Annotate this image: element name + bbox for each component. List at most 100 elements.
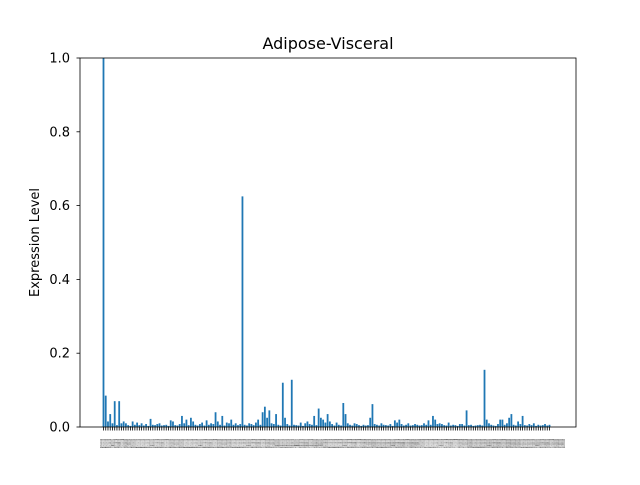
bar-171 [485, 419, 488, 427]
bar-154 [447, 422, 450, 427]
bar-23 [154, 425, 156, 427]
bar-7 [118, 401, 121, 427]
bar-105 [337, 424, 340, 427]
bar-193 [535, 425, 537, 427]
bar-175 [494, 425, 497, 427]
bar-132 [398, 419, 401, 427]
bar-41 [194, 424, 197, 427]
bar-40 [192, 421, 195, 427]
bar-38 [187, 425, 190, 427]
bar-45 [203, 425, 206, 427]
bar-91 [306, 421, 309, 427]
bar-176 [497, 424, 499, 427]
bar-59 [234, 423, 237, 427]
plot-frame [79, 57, 577, 428]
bar-187 [521, 415, 524, 427]
bar-5 [113, 401, 116, 427]
bar-118 [367, 425, 369, 427]
bar-90 [304, 423, 307, 427]
bar-26 [160, 425, 163, 427]
bar-136 [407, 423, 410, 427]
bar-3 [109, 414, 112, 427]
bar-100 [326, 414, 329, 427]
bar-96 [317, 408, 320, 427]
bar-57 [230, 419, 233, 427]
bar-64 [246, 425, 248, 427]
bar-18 [142, 425, 145, 427]
bar-52 [219, 424, 221, 427]
bar-88 [299, 422, 302, 427]
bar-142 [420, 425, 423, 427]
y-tick-label: 0.0 [49, 421, 70, 436]
bar-15 [136, 422, 139, 427]
bar-66 [250, 424, 253, 427]
bar-185 [517, 421, 520, 427]
bar-196 [541, 425, 544, 427]
bar-19 [145, 424, 147, 427]
bar-121 [373, 424, 376, 427]
bar-1 [104, 395, 107, 427]
bar-62 [241, 196, 244, 428]
bar-199 [548, 424, 551, 427]
bar-114 [358, 425, 360, 427]
bars-group [102, 58, 551, 428]
bar-161 [463, 425, 466, 427]
bar-74 [268, 410, 271, 427]
bar-13 [131, 421, 134, 427]
bar-53 [221, 415, 224, 427]
bar-51 [216, 421, 219, 427]
bar-146 [429, 424, 432, 427]
bar-183 [512, 424, 515, 427]
bar-4 [111, 423, 114, 427]
bar-16 [138, 425, 141, 427]
bar-28 [165, 424, 168, 427]
bar-164 [470, 424, 472, 427]
bar-84 [290, 379, 293, 427]
bar-46 [205, 420, 208, 427]
bar-144 [425, 424, 428, 427]
bar-139 [414, 424, 416, 427]
bar-65 [248, 423, 251, 427]
bar-31 [172, 421, 174, 427]
bar-125 [382, 424, 385, 427]
bar-34 [178, 424, 181, 427]
bar-186 [519, 424, 522, 427]
bar-192 [532, 423, 535, 427]
bar-2 [107, 421, 109, 427]
bar-197 [544, 424, 546, 427]
bar-165 [472, 425, 475, 427]
bar-172 [488, 423, 490, 427]
bar-30 [169, 420, 172, 427]
x-tick-labels: 0123456789101112131415161718192021222324… [100, 437, 565, 451]
bar-195 [539, 425, 542, 427]
bar-158 [456, 425, 459, 427]
bar-170 [483, 369, 486, 427]
bar-58 [232, 424, 235, 427]
bar-123 [378, 425, 381, 427]
bar-156 [452, 424, 455, 427]
bar-78 [277, 424, 280, 427]
y-axis-label: Expression Level [28, 188, 43, 297]
y-tick-label: 0.6 [49, 199, 70, 214]
bar-39 [190, 417, 192, 427]
bar-63 [243, 424, 246, 427]
bar-43 [198, 424, 201, 427]
bar-29 [167, 425, 170, 427]
bar-36 [183, 423, 186, 427]
bar-107 [342, 403, 345, 427]
y-axis-ticks: 0.0 0.2 0.4 0.6 0.8 1.0 [49, 52, 550, 436]
bar-159 [458, 424, 461, 427]
bar-21 [149, 418, 152, 427]
bar-17 [140, 423, 143, 427]
bar-97 [320, 417, 322, 427]
bar-67 [252, 425, 255, 427]
bar-180 [506, 423, 508, 427]
bar-103 [333, 425, 336, 427]
bar-155 [449, 425, 452, 427]
bar-188 [523, 425, 526, 427]
bar-86 [295, 425, 298, 427]
bar-179 [503, 424, 506, 427]
bar-190 [528, 424, 531, 427]
bar-9 [122, 421, 125, 427]
